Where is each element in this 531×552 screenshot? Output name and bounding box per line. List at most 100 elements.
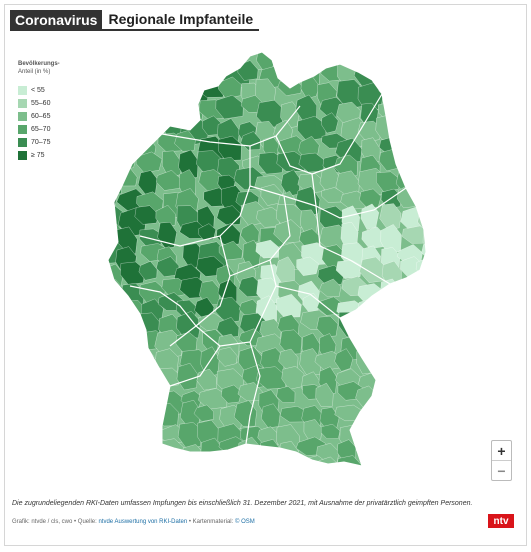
district-region[interactable] xyxy=(356,479,384,487)
district-region[interactable] xyxy=(339,46,363,61)
district-region[interactable] xyxy=(220,384,242,404)
district-region[interactable] xyxy=(396,48,425,72)
district-region[interactable] xyxy=(239,460,259,479)
district-region[interactable] xyxy=(303,419,323,442)
district-region[interactable] xyxy=(394,112,423,134)
district-region[interactable] xyxy=(193,46,218,67)
district-region[interactable] xyxy=(396,387,417,412)
district-region[interactable] xyxy=(176,362,198,391)
district-region[interactable] xyxy=(141,458,167,477)
district-region[interactable] xyxy=(379,295,406,322)
district-region[interactable] xyxy=(380,316,402,342)
district-region[interactable] xyxy=(121,474,143,486)
district-region[interactable] xyxy=(102,62,124,91)
district-region[interactable] xyxy=(394,423,415,446)
district-region[interactable] xyxy=(216,46,240,66)
district-region[interactable] xyxy=(114,311,144,333)
district-region[interactable] xyxy=(361,406,386,436)
district-region[interactable] xyxy=(215,296,241,323)
district-region[interactable] xyxy=(100,351,127,377)
district-region[interactable] xyxy=(258,152,284,175)
district-region[interactable] xyxy=(139,60,167,81)
district-region[interactable] xyxy=(336,455,363,479)
district-region[interactable] xyxy=(141,441,164,467)
district-region[interactable] xyxy=(218,76,242,99)
district-region[interactable] xyxy=(374,354,404,379)
district-region[interactable] xyxy=(199,57,226,80)
district-region[interactable] xyxy=(398,137,418,158)
district-region[interactable] xyxy=(318,456,339,477)
district-region[interactable] xyxy=(115,116,138,136)
district-region[interactable] xyxy=(100,93,118,120)
district-region[interactable] xyxy=(316,315,339,338)
district-region[interactable] xyxy=(141,406,165,430)
district-region[interactable] xyxy=(417,149,430,178)
district-region[interactable] xyxy=(421,297,430,326)
district-region[interactable] xyxy=(420,480,430,486)
district-region[interactable] xyxy=(321,112,339,134)
district-region[interactable] xyxy=(115,363,136,394)
district-region[interactable] xyxy=(180,472,200,487)
district-region[interactable] xyxy=(355,423,383,449)
district-region[interactable] xyxy=(275,293,302,318)
district-region[interactable] xyxy=(100,441,122,460)
district-region[interactable] xyxy=(380,459,412,484)
district-region[interactable] xyxy=(242,479,262,486)
district-region[interactable] xyxy=(421,239,430,263)
district-region[interactable] xyxy=(117,406,140,429)
district-region[interactable] xyxy=(141,112,165,136)
district-region[interactable] xyxy=(376,171,401,193)
district-region[interactable] xyxy=(176,47,200,67)
district-region[interactable] xyxy=(261,476,281,486)
district-region[interactable] xyxy=(160,456,183,475)
district-region[interactable] xyxy=(162,476,184,486)
district-region[interactable] xyxy=(319,278,342,298)
district-region[interactable] xyxy=(320,478,345,487)
district-region[interactable] xyxy=(382,385,410,403)
district-region[interactable] xyxy=(277,459,305,486)
district-region[interactable] xyxy=(397,406,422,426)
district-region[interactable] xyxy=(355,438,380,459)
district-region[interactable] xyxy=(237,60,259,81)
district-region[interactable] xyxy=(418,425,430,450)
district-region[interactable] xyxy=(401,437,427,462)
map-source-link[interactable]: © OSM xyxy=(234,519,255,525)
district-region[interactable] xyxy=(273,219,302,244)
district-region[interactable] xyxy=(100,149,122,169)
district-region[interactable] xyxy=(417,331,430,357)
district-region[interactable] xyxy=(117,81,138,108)
district-region[interactable] xyxy=(415,187,430,208)
district-region[interactable] xyxy=(294,186,321,217)
district-region[interactable] xyxy=(100,367,118,396)
district-region[interactable] xyxy=(376,472,403,486)
zoom-out-button[interactable]: − xyxy=(492,460,511,480)
district-region[interactable] xyxy=(420,117,430,143)
district-region[interactable] xyxy=(100,406,120,437)
district-region[interactable] xyxy=(335,260,362,279)
district-region[interactable] xyxy=(415,80,430,111)
district-region[interactable] xyxy=(116,351,141,379)
district-region[interactable] xyxy=(120,99,148,125)
district-region[interactable] xyxy=(240,222,260,245)
district-region[interactable] xyxy=(261,403,281,429)
district-region[interactable] xyxy=(417,354,430,380)
district-region[interactable] xyxy=(196,460,224,481)
district-region[interactable] xyxy=(100,121,128,140)
district-region[interactable] xyxy=(137,170,158,196)
district-region[interactable] xyxy=(380,278,401,304)
district-region[interactable] xyxy=(276,386,296,403)
district-region[interactable] xyxy=(100,479,126,487)
zoom-in-button[interactable]: + xyxy=(497,442,506,459)
district-region[interactable] xyxy=(296,256,319,276)
district-region[interactable] xyxy=(139,383,162,405)
district-region[interactable] xyxy=(374,407,403,432)
district-region[interactable] xyxy=(160,46,183,67)
district-region[interactable] xyxy=(119,334,141,353)
district-region[interactable] xyxy=(419,371,430,394)
district-region[interactable] xyxy=(417,47,430,76)
district-region[interactable] xyxy=(142,49,162,71)
district-region[interactable] xyxy=(159,95,181,122)
district-region[interactable] xyxy=(361,313,385,332)
district-region[interactable] xyxy=(177,422,203,449)
district-region[interactable] xyxy=(157,81,180,100)
